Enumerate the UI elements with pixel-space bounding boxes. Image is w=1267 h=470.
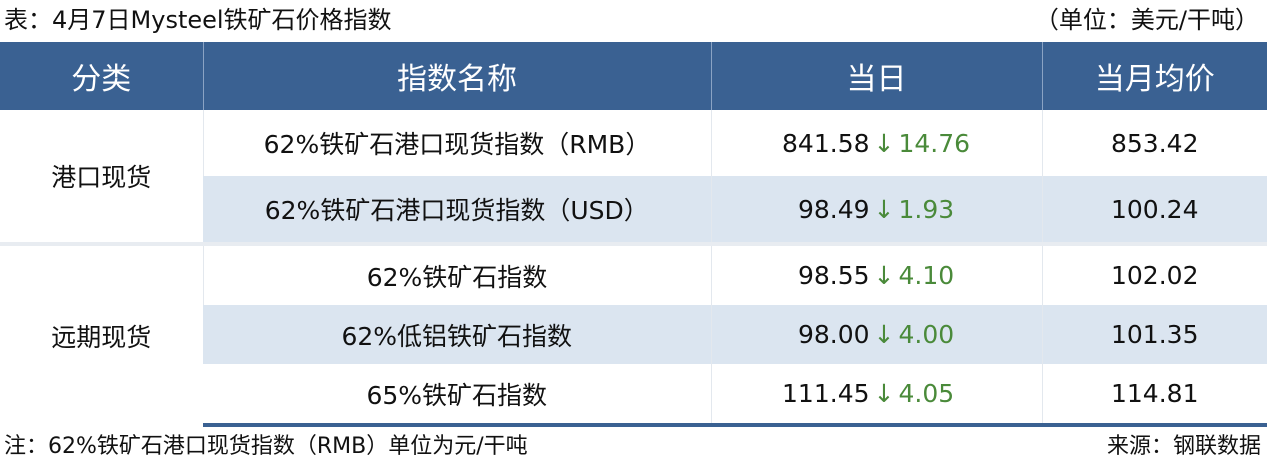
change-value: 1.93 bbox=[898, 194, 955, 224]
today-cell: 841.58 ↓ 14.76 bbox=[710, 110, 1042, 176]
table-title: 表：4月7日Mysteel铁矿石价格指数 bbox=[4, 6, 392, 34]
change-value: 14.76 bbox=[898, 128, 971, 158]
month-avg: 101.35 bbox=[1041, 305, 1267, 364]
today-cell: 98.49 ↓ 1.93 bbox=[710, 176, 1042, 244]
month-avg: 102.02 bbox=[1041, 242, 1267, 305]
group-label: 港口现货 bbox=[51, 163, 152, 192]
header-today: 当日 bbox=[710, 42, 1042, 110]
unit-label: （单位：美元/干吨） bbox=[1034, 6, 1259, 34]
today-value: 98.55 bbox=[797, 261, 870, 290]
price-index-table: 分类 指数名称 当日 当月均价 港口现货 62%铁矿石港口现货指数（RMB） 8… bbox=[0, 42, 1267, 427]
index-name: 62%铁矿石港口现货指数（USD） bbox=[203, 176, 711, 244]
change-value: 4.10 bbox=[898, 261, 955, 290]
down-arrow-icon: ↓ bbox=[873, 379, 895, 408]
index-name: 62%铁矿石指数 bbox=[202, 242, 711, 305]
header-row: 分类 指数名称 当日 当月均价 bbox=[0, 42, 1267, 110]
today-value: 841.58 bbox=[782, 128, 870, 158]
footnote: 注：62%铁矿石港口现货指数（RMB）单位为元/干吨 bbox=[4, 434, 528, 459]
month-avg: 114.81 bbox=[1041, 364, 1267, 427]
today-value: 98.00 bbox=[797, 320, 870, 349]
table-row: 62%铁矿石港口现货指数（USD） 98.49 ↓ 1.93 100.24 bbox=[0, 176, 1267, 244]
today-cell: 111.45 ↓ 4.05 bbox=[710, 364, 1042, 427]
down-arrow-icon: ↓ bbox=[873, 261, 895, 290]
change-value: 4.00 bbox=[898, 320, 955, 349]
down-arrow-icon: ↓ bbox=[873, 320, 895, 349]
today-cell: 98.00 ↓ 4.00 bbox=[710, 305, 1042, 364]
change-value: 4.05 bbox=[898, 379, 955, 408]
today-value: 98.49 bbox=[797, 194, 870, 224]
table-row: 港口现货 62%铁矿石港口现货指数（RMB） 841.58 ↓ 14.76 853.… bbox=[0, 110, 1267, 192]
month-avg: 100.24 bbox=[1041, 176, 1267, 244]
table-row: 62%低铝铁矿石指数 98.00 ↓ 4.00 101.35 bbox=[0, 305, 1267, 364]
down-arrow-icon: ↓ bbox=[873, 194, 895, 224]
table-row: 远期现货 62%铁矿石指数 98.55 ↓ 4.10 102.02 bbox=[0, 242, 1267, 425]
header-index-name: 指数名称 bbox=[202, 42, 711, 110]
index-name: 62%铁矿石港口现货指数（RMB） bbox=[202, 110, 711, 176]
source-label: 来源：钢联数据 bbox=[1106, 434, 1261, 459]
month-avg: 853.42 bbox=[1041, 110, 1267, 176]
header-category: 分类 bbox=[0, 42, 203, 110]
today-value: 111.45 bbox=[782, 379, 870, 408]
header-month-avg: 当月均价 bbox=[1041, 42, 1267, 110]
down-arrow-icon: ↓ bbox=[873, 128, 895, 158]
index-name: 65%铁矿石指数 bbox=[203, 364, 711, 427]
today-cell: 98.55 ↓ 4.10 bbox=[710, 242, 1042, 305]
group-label: 远期现货 bbox=[0, 242, 203, 425]
table-row: 65%铁矿石指数 111.45 ↓ 4.05 114.81 bbox=[0, 364, 1267, 427]
index-name: 62%低铝铁矿石指数 bbox=[203, 305, 711, 364]
